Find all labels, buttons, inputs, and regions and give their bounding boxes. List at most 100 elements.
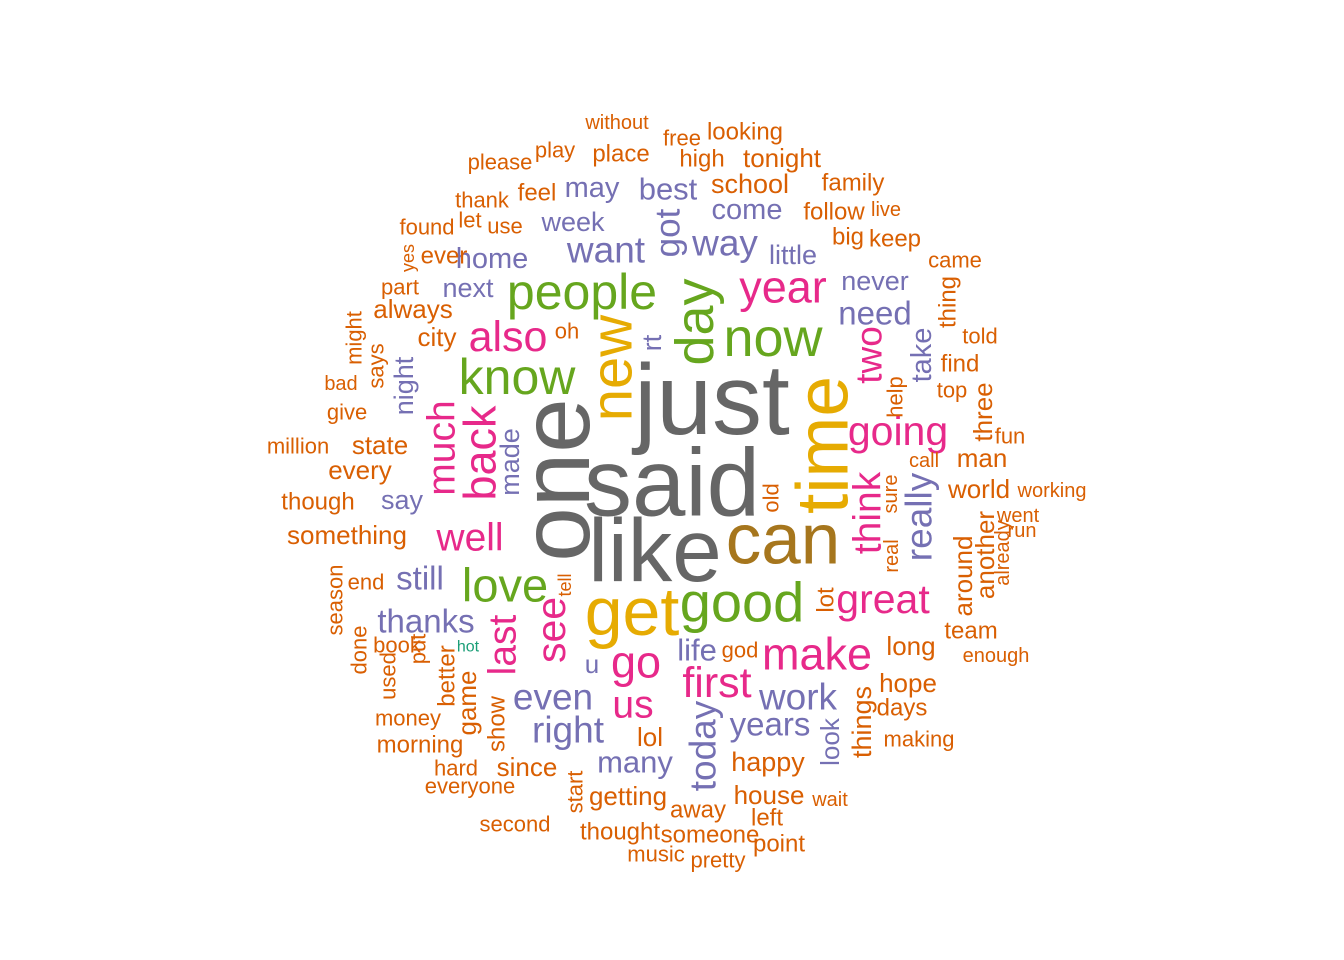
word-someone: someone — [661, 822, 760, 849]
word-making: making — [884, 727, 955, 752]
word-thing: thing — [935, 276, 962, 328]
word-wait: wait — [811, 789, 848, 811]
word-love: love — [462, 559, 548, 612]
word-city: city — [418, 322, 457, 352]
word-fun: fun — [995, 424, 1026, 449]
word-please: please — [468, 150, 533, 175]
word-keep: keep — [869, 226, 921, 253]
word-right: right — [532, 710, 605, 751]
word-came: came — [928, 248, 982, 273]
word-just: just — [631, 344, 790, 456]
word-though: though — [281, 489, 354, 516]
word-game: game — [452, 670, 482, 735]
word-long: long — [886, 631, 935, 661]
word-come: come — [712, 194, 783, 226]
word-old: old — [759, 483, 784, 512]
word-night: night — [389, 356, 419, 415]
word-done: done — [347, 626, 372, 675]
word-might: might — [342, 311, 367, 365]
word-house: house — [734, 780, 805, 810]
word-school: school — [711, 169, 789, 199]
word-morning: morning — [377, 732, 464, 759]
word-away: away — [670, 797, 726, 824]
word-life: life — [677, 633, 717, 668]
word-rt: rt — [637, 334, 667, 351]
word-getting: getting — [589, 781, 667, 811]
word-bad: bad — [324, 373, 357, 395]
word-told: told — [962, 324, 997, 349]
word-another: another — [970, 511, 1000, 600]
word-run: run — [1008, 520, 1037, 542]
word-back: back — [455, 405, 506, 501]
word-really: really — [899, 472, 940, 561]
word-way: way — [691, 223, 758, 264]
word-sure: sure — [880, 475, 902, 514]
word-help: help — [883, 376, 908, 418]
word-point: point — [753, 831, 805, 858]
word-season: season — [323, 565, 348, 636]
word-state: state — [352, 430, 408, 460]
word-hot: hot — [457, 639, 480, 656]
word-lot: lot — [813, 587, 840, 613]
word-many: many — [597, 745, 673, 780]
word-looking: looking — [707, 119, 783, 146]
word-two: two — [849, 326, 890, 384]
word-world: world — [947, 474, 1010, 504]
word-great: great — [836, 576, 930, 622]
word-big: big — [832, 224, 864, 251]
word-free: free — [663, 126, 701, 151]
word-see: see — [528, 597, 574, 663]
word-u: u — [585, 649, 599, 679]
word-end: end — [348, 570, 385, 595]
word-call: call — [909, 450, 939, 472]
word-everyone: everyone — [425, 774, 516, 799]
word-like: like — [588, 500, 722, 600]
word-us: us — [612, 684, 653, 727]
word-high: high — [679, 146, 724, 173]
word-best: best — [639, 172, 698, 207]
word-around: around — [948, 536, 978, 617]
word-people: people — [507, 264, 657, 320]
word-last: last — [482, 614, 525, 675]
word-top: top — [937, 378, 968, 403]
word-day: day — [665, 278, 725, 365]
word-first: first — [682, 659, 751, 707]
word-hard: hard — [434, 756, 478, 781]
word-want: want — [566, 230, 646, 271]
word-music: music — [627, 842, 684, 867]
word-part: part — [381, 275, 419, 300]
word-start: start — [563, 771, 588, 814]
word-days: days — [877, 695, 928, 722]
word-follow: follow — [803, 199, 865, 226]
word-may: may — [565, 172, 620, 204]
word-can: can — [726, 501, 840, 580]
word-something: something — [287, 520, 407, 550]
word-million: million — [267, 434, 329, 459]
word-tell: tell — [555, 573, 575, 596]
word-place: place — [592, 141, 649, 168]
word-ever: ever — [421, 243, 468, 270]
word-family: family — [822, 170, 885, 197]
word-new: new — [580, 314, 645, 422]
word-thanks: thanks — [377, 603, 474, 640]
word-think: think — [847, 471, 890, 554]
word-book: book — [373, 633, 422, 658]
word-well: well — [435, 517, 503, 560]
word-things: things — [847, 686, 877, 758]
word-week: week — [540, 207, 605, 237]
word-get: get — [585, 574, 680, 650]
word-always: always — [373, 294, 452, 324]
word-today: today — [683, 700, 724, 791]
word-use: use — [487, 214, 522, 239]
word-says: says — [364, 343, 389, 388]
word-give: give — [327, 400, 367, 425]
word-year: year — [739, 262, 827, 313]
word-make: make — [762, 629, 872, 680]
word-second: second — [480, 812, 551, 837]
word-never: never — [841, 266, 909, 296]
word-since: since — [497, 752, 558, 782]
word-tonight: tonight — [743, 143, 822, 173]
word-happy: happy — [731, 747, 805, 777]
